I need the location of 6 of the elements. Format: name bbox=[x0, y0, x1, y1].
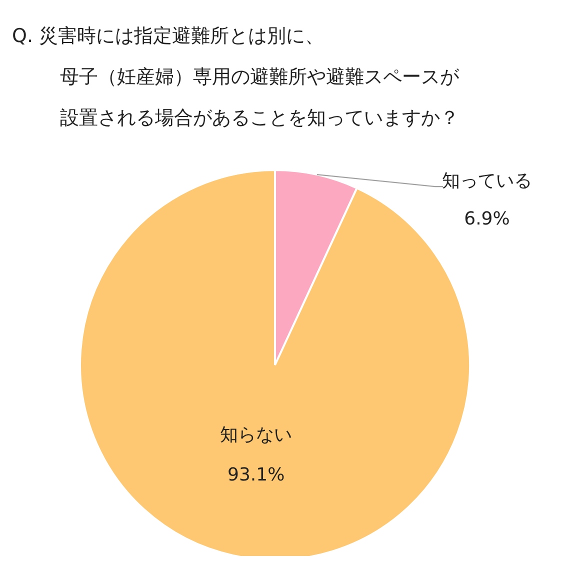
data-label: 93.1% bbox=[228, 464, 285, 486]
data-label: 6.9% bbox=[464, 208, 510, 230]
chart-subtitle: 母子（妊産婦）専用の避難所や避難スペースが設置される場合があることを知っていますか？ bbox=[59, 65, 460, 131]
slice-label: 知らない bbox=[220, 424, 292, 446]
slice-label: 知っている bbox=[442, 170, 532, 192]
chart-title: Q. 災害時には指定避難所とは別に、 bbox=[12, 24, 326, 49]
